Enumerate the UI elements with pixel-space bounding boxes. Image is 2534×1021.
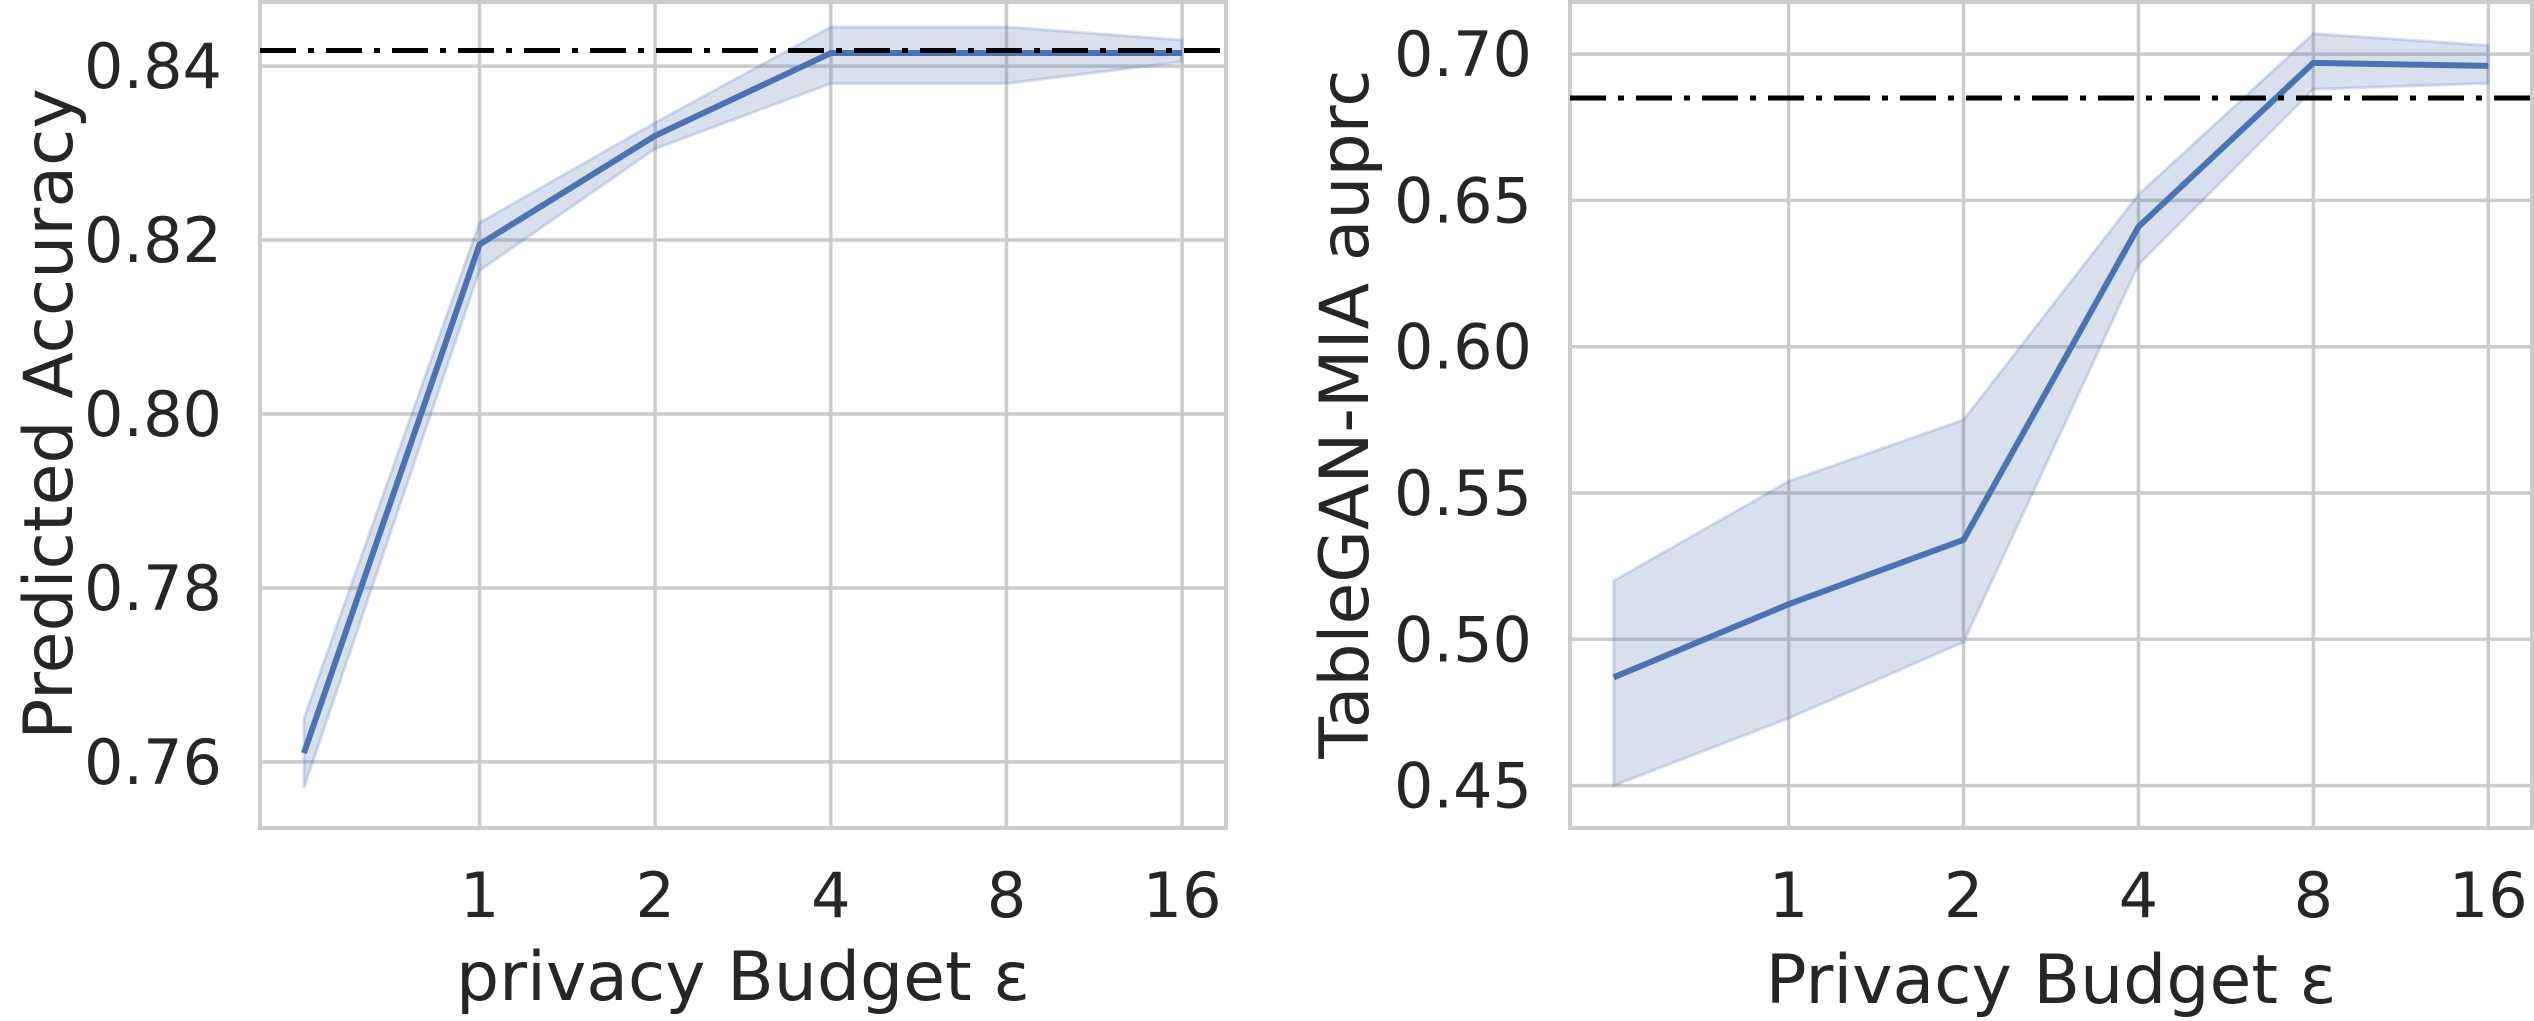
series-line (301, 50, 1183, 755)
x-tick-label: 8 (987, 859, 1026, 932)
plot-area-frame (1568, 0, 2534, 830)
x-tick-label: 1 (1769, 859, 1808, 932)
y-tick-label: 0.82 (84, 204, 222, 277)
y-axis-label: Predicted Accuracy (10, 88, 89, 739)
x-tick-label: 8 (2294, 859, 2333, 932)
confidence-band (302, 25, 1184, 789)
chart-panel-mia-auprc: 1 2 4 8 16 0.45 0.50 0.55 0.60 0.65 0.70 Privacy Bu… (1306, 0, 2534, 1020)
y-tick-label: 0.84 (84, 30, 222, 103)
series-line (1612, 59, 2489, 681)
y-tick-label: 0.50 (1394, 603, 1532, 676)
x-tick-label: 2 (1944, 859, 1983, 932)
y-tick-label: 0.60 (1394, 311, 1532, 384)
confidence-band (1612, 32, 2490, 788)
y-tick-label: 0.65 (1394, 164, 1532, 237)
x-tick-label: 4 (2119, 859, 2158, 932)
y-tick-label: 0.78 (84, 552, 222, 625)
x-tick-label: 4 (811, 859, 850, 932)
y-axis-label: TableGAN-MIA auprc (1306, 69, 1385, 759)
x-tick-label: 2 (635, 859, 674, 932)
y-tick-label: 0.55 (1394, 457, 1532, 530)
x-axis-label: Privacy Budget ε (1766, 941, 2337, 1020)
x-tick-label: 1 (460, 859, 499, 932)
plot-area-frame (258, 0, 1228, 830)
x-tick-label: 16 (1143, 859, 1222, 932)
y-tick-label: 0.76 (84, 726, 222, 799)
y-tick-label: 0.70 (1394, 18, 1532, 91)
chart-panel-accuracy: 1 2 4 8 16 0.76 0.78 0.80 0.82 0.84 privacy Budget… (10, 0, 1228, 1017)
x-axis-label: privacy Budget ε (456, 938, 1030, 1017)
x-tick-label: 16 (2449, 859, 2528, 932)
y-tick-label: 0.45 (1394, 750, 1532, 823)
y-tick-label: 0.80 (84, 378, 222, 451)
